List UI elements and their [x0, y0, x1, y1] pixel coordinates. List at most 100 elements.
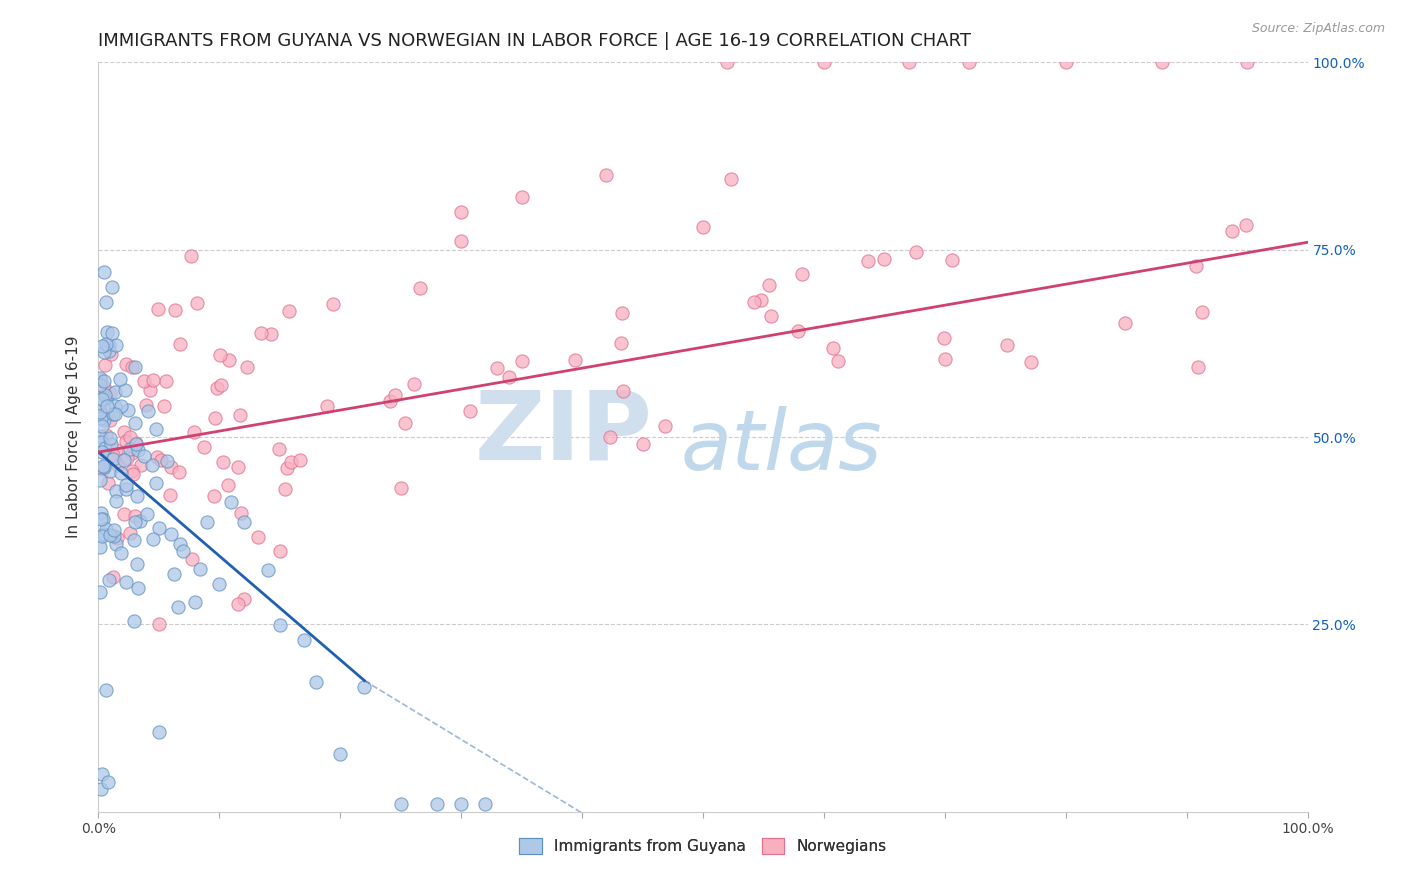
- Point: [654, 419, 676, 434]
- Point: [292, 633, 315, 648]
- Point: [94, 428, 117, 442]
- Point: [121, 446, 143, 460]
- Point: [155, 374, 177, 388]
- Text: Source: ZipAtlas.com: Source: ZipAtlas.com: [1251, 22, 1385, 36]
- Point: [104, 494, 127, 508]
- Point: [98, 386, 121, 401]
- Point: [218, 352, 240, 367]
- Point: [205, 381, 228, 395]
- Point: [91, 392, 114, 406]
- Point: [758, 277, 780, 292]
- Point: [96, 522, 118, 536]
- Point: [135, 398, 157, 412]
- Point: [118, 430, 141, 444]
- Point: [599, 430, 621, 444]
- Point: [142, 532, 165, 546]
- Point: [89, 540, 111, 554]
- Point: [110, 399, 132, 413]
- Point: [274, 482, 297, 496]
- Point: [148, 617, 170, 632]
- Point: [94, 295, 117, 310]
- Point: [89, 373, 111, 387]
- Point: [172, 543, 194, 558]
- Point: [391, 481, 413, 495]
- Point: [114, 357, 136, 371]
- Point: [163, 303, 186, 318]
- Point: [104, 484, 127, 499]
- Point: [122, 533, 145, 547]
- Point: [761, 309, 783, 323]
- Point: [426, 797, 449, 812]
- Point: [104, 407, 127, 421]
- Point: [389, 797, 412, 812]
- Point: [114, 383, 136, 397]
- Point: [321, 297, 343, 311]
- Point: [90, 512, 112, 526]
- Text: atlas: atlas: [681, 406, 883, 486]
- Point: [104, 399, 127, 413]
- Point: [104, 385, 127, 400]
- Point: [129, 458, 152, 472]
- Point: [260, 327, 283, 342]
- Point: [127, 581, 149, 595]
- Point: [120, 442, 142, 457]
- Point: [186, 295, 208, 310]
- Point: [138, 384, 160, 398]
- Point: [823, 341, 845, 355]
- Point: [1185, 260, 1208, 274]
- Point: [110, 466, 132, 480]
- Point: [105, 532, 128, 546]
- Point: [93, 462, 115, 476]
- Point: [267, 442, 290, 457]
- Point: [183, 425, 205, 439]
- Point: [233, 591, 256, 606]
- Point: [112, 425, 135, 440]
- Point: [256, 563, 278, 577]
- Point: [146, 450, 169, 465]
- Point: [612, 384, 634, 398]
- Point: [229, 506, 252, 520]
- Point: [856, 254, 879, 268]
- Point: [353, 680, 375, 694]
- Point: [118, 526, 141, 541]
- Point: [160, 526, 183, 541]
- Point: [160, 460, 183, 475]
- Point: [827, 354, 849, 368]
- Point: [94, 682, 117, 697]
- Point: [125, 558, 148, 572]
- Point: [93, 265, 115, 279]
- Point: [97, 338, 120, 352]
- Point: [91, 529, 114, 543]
- Point: [114, 483, 136, 497]
- Point: [485, 361, 508, 376]
- Point: [180, 249, 202, 263]
- Point: [202, 489, 225, 503]
- Point: [510, 354, 533, 368]
- Point: [897, 55, 920, 70]
- Point: [450, 234, 472, 248]
- Point: [450, 797, 472, 812]
- Point: [236, 359, 259, 374]
- Point: [329, 747, 352, 761]
- Point: [450, 205, 472, 219]
- Point: [90, 506, 112, 520]
- Point: [101, 570, 124, 584]
- Point: [100, 436, 122, 450]
- Point: [790, 267, 813, 281]
- Point: [91, 767, 114, 781]
- Point: [93, 374, 115, 388]
- Point: [90, 411, 112, 425]
- Point: [1191, 304, 1213, 318]
- Point: [169, 537, 191, 551]
- Point: [458, 404, 481, 418]
- Point: [132, 450, 155, 464]
- Point: [148, 521, 170, 535]
- Point: [250, 326, 273, 340]
- Point: [167, 465, 190, 479]
- Point: [278, 303, 301, 318]
- Point: [90, 435, 112, 450]
- Point: [121, 467, 143, 482]
- Point: [404, 376, 426, 391]
- Point: [146, 302, 169, 317]
- Point: [873, 252, 896, 266]
